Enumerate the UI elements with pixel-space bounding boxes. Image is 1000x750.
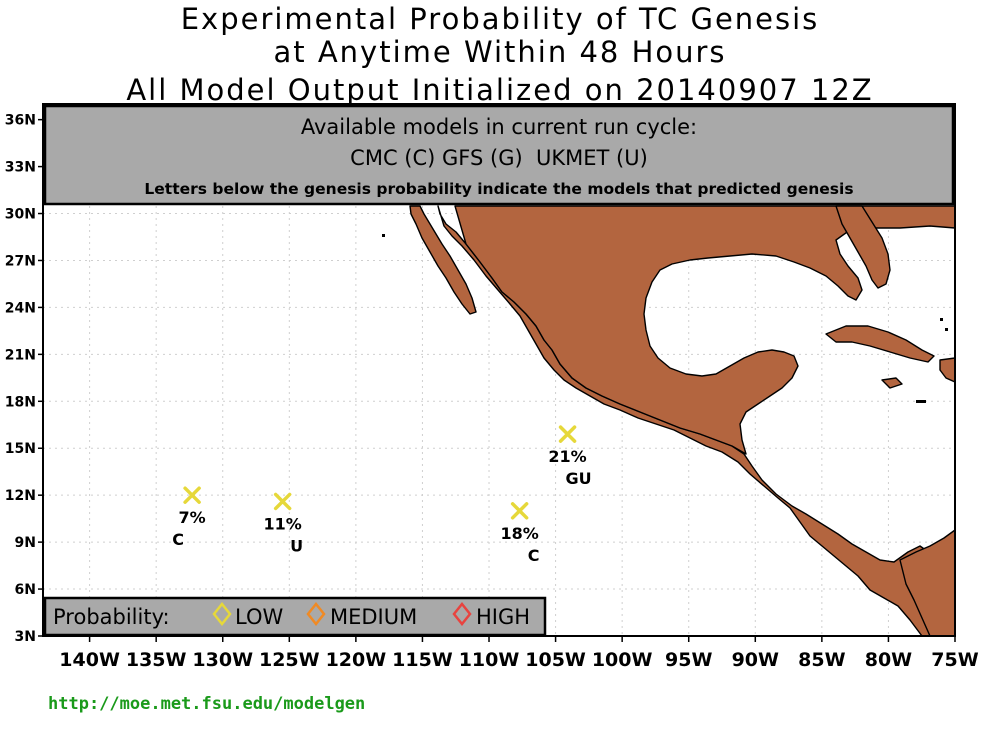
genesis-models: GU [566,469,592,488]
lat-tick-label: 12N [5,488,36,504]
genesis-models: C [528,546,540,565]
legend-high-label: HIGH [476,605,530,629]
hispaniola-land [939,357,956,383]
genesis-x-marker-icon [183,486,201,504]
lon-tick-label: 140W [59,649,120,671]
map-frame [42,103,956,637]
lat-tick-label: 18N [5,394,36,410]
lon-tick-label: 125W [259,649,320,671]
lon-tick-label: 85W [798,649,845,671]
lat-tick-label: 15N [5,441,36,457]
lon-tick-label: 90W [732,649,779,671]
genesis-models: C [172,530,184,549]
title-line-2: at Anytime Within 48 Hours [273,35,727,69]
lat-tick-label: 36N [5,113,36,129]
genesis-models: U [290,536,303,555]
low-diamond-icon [212,601,232,627]
lon-tick-label: 135W [126,649,187,671]
probability-legend: Probability: LOW MEDIUM HIGH [43,596,547,637]
legend-item-medium: MEDIUM [306,601,417,629]
legend-item-high: HIGH [452,601,530,629]
genesis-point: 11% U [264,492,303,555]
info-line-2: CMC (C) GFS (G) UKMET (U) [350,146,648,170]
lat-tick-label: 30N [5,207,36,223]
axis-labels: 36N 33N 30N 27N 24N 21N 18N 15N 12N 9N 6N 3N 140W 135… [5,113,979,671]
title-line-1: Experimental Probability of TC Genesis [180,2,820,36]
cuba-land [825,325,935,363]
models-info-box: Available models in current run cycle: C… [43,104,955,206]
mexico-interior-land [454,205,956,455]
source-url[interactable]: http://moe.met.fsu.edu/modelgen [48,694,366,714]
genesis-probability: 11% [264,514,302,533]
high-diamond-icon [452,601,472,627]
lon-tick-label: 75W [931,649,978,671]
baja-california-land [409,205,477,315]
lat-tick-label: 3N [15,629,36,645]
genesis-probability: 7% [179,508,206,527]
lon-tick-label: 115W [392,649,453,671]
lon-tick-label: 120W [326,649,387,671]
lat-tick-label: 21N [5,347,36,363]
small-islands [382,234,948,403]
lon-tick-label: 130W [192,649,253,671]
jamaica-land [881,377,903,389]
land-masses [409,205,956,637]
legend-label: Probability: [53,605,170,629]
lat-tick-label: 27N [5,253,36,269]
genesis-point: 18% C [500,502,540,565]
florida-land [835,205,891,289]
lon-tick-label: 105W [525,649,586,671]
lon-tick-label: 95W [665,649,712,671]
genesis-x-marker-icon [510,502,529,520]
lon-tick-label: 110W [459,649,520,671]
info-line-1: Available models in current run cycle: [301,115,697,139]
info-line-3: Letters below the genesis probability in… [144,180,853,198]
lat-tick-label: 9N [15,535,36,551]
legend-medium-label: MEDIUM [330,605,417,629]
legend-item-low: LOW [212,601,283,629]
genesis-point: 7% C [172,486,206,549]
genesis-probability: 21% [548,447,586,466]
lon-tick-label: 100W [592,649,653,671]
title-line-3: All Model Output Initialized on 20140907… [126,73,874,107]
genesis-x-marker-icon [558,425,577,443]
lon-tick-label: 80W [865,649,912,671]
genesis-x-marker-icon [273,492,292,511]
legend-low-label: LOW [235,605,283,629]
lat-tick-label: 33N [5,160,36,176]
medium-diamond-icon [306,601,326,627]
lat-tick-label: 6N [15,582,36,598]
genesis-points: 7% C 11% U 18% C 21% GU [172,425,592,565]
genesis-probability: 18% [500,524,538,543]
lat-tick-label: 24N [5,300,36,316]
genesis-point: 21% GU [548,425,592,488]
